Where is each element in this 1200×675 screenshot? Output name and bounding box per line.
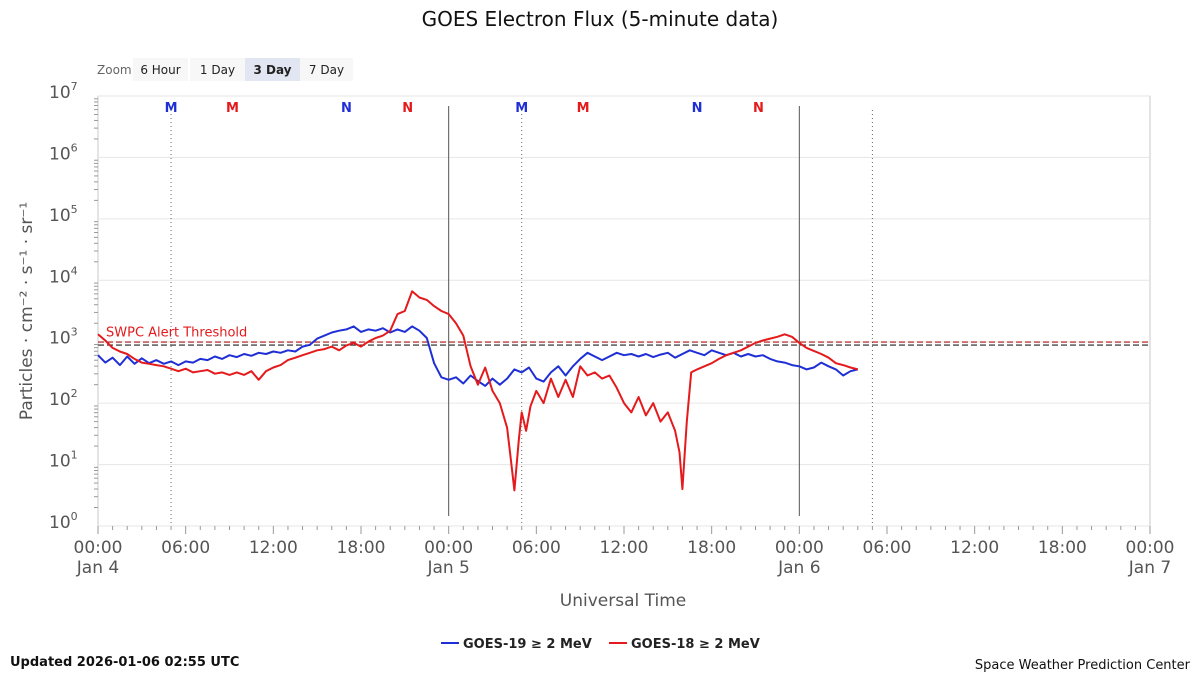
zoom-button-label[interactable]: 7 Day bbox=[309, 63, 344, 77]
y-tick-label: 107 bbox=[49, 80, 78, 103]
x-tick-label: 06:00 bbox=[863, 538, 912, 558]
y-tick-label: 106 bbox=[49, 141, 78, 164]
zoom-control: Zoom 6 Hour 1 Day 3 Day 7 Day bbox=[97, 58, 353, 81]
zoom-button-6-hour[interactable]: 6 Hour bbox=[133, 58, 188, 81]
marker-n: N bbox=[692, 101, 703, 116]
y-axis-ticks: 107 106 105 104 103 102 101 100 bbox=[49, 80, 1151, 534]
x-tick-label: 12:00 bbox=[950, 538, 999, 558]
legend-item[interactable]: GOES-19 ≥ 2 MeV bbox=[441, 637, 592, 652]
zoom-button-label[interactable]: 1 Day bbox=[200, 63, 235, 77]
x-tick-date: Jan 5 bbox=[426, 558, 469, 578]
marker-m: M bbox=[515, 101, 528, 116]
marker-n: N bbox=[341, 101, 352, 116]
y-tick-label: 105 bbox=[49, 203, 78, 226]
x-tick-label: 00:00 bbox=[424, 538, 473, 558]
zoom-button-bg[interactable] bbox=[133, 58, 188, 81]
series-goes-18 bbox=[97, 290, 859, 492]
y-tick-label: 103 bbox=[49, 326, 78, 349]
zoom-button-label[interactable]: 3 Day bbox=[253, 63, 291, 77]
alert-threshold: SWPC Alert Threshold bbox=[98, 326, 1150, 346]
x-tick-label: 12:00 bbox=[249, 538, 298, 558]
marker-m: M bbox=[165, 101, 178, 116]
y-tick-label: 101 bbox=[49, 449, 78, 472]
series-lines bbox=[97, 290, 859, 492]
threshold-label: SWPC Alert Threshold bbox=[106, 326, 247, 341]
marker-m: M bbox=[226, 101, 239, 116]
zoom-button-1-day[interactable]: 1 Day bbox=[190, 58, 245, 81]
x-tick-label: 18:00 bbox=[1038, 538, 1087, 558]
zoom-button-bg[interactable] bbox=[190, 58, 245, 81]
x-tick-label: 00:00 bbox=[1126, 538, 1175, 558]
x-axis-title: Universal Time bbox=[560, 591, 686, 611]
x-tick-label: 12:00 bbox=[600, 538, 649, 558]
time-reference-lines bbox=[170, 106, 873, 526]
zoom-label: Zoom bbox=[97, 63, 132, 77]
x-tick-label: 00:00 bbox=[74, 538, 123, 558]
x-tick-label: 18:00 bbox=[687, 538, 736, 558]
x-tick-date: Jan 6 bbox=[777, 558, 820, 578]
zoom-button-bg[interactable] bbox=[245, 58, 300, 81]
marker-n: N bbox=[753, 101, 764, 116]
zoom-button-label[interactable]: 6 Hour bbox=[140, 63, 180, 77]
x-tick-label: 06:00 bbox=[161, 538, 210, 558]
y-tick-label: 102 bbox=[49, 387, 78, 410]
chart-title: GOES Electron Flux (5-minute data) bbox=[422, 7, 779, 31]
zoom-button-3-day[interactable]: 3 Day bbox=[245, 58, 300, 81]
y-axis-title: Particles · cm⁻² · s⁻¹ · sr⁻¹ bbox=[17, 202, 37, 420]
x-tick-label: 06:00 bbox=[512, 538, 561, 558]
y-tick-label: 100 bbox=[49, 510, 78, 533]
zoom-button-7-day[interactable]: 7 Day bbox=[300, 58, 353, 81]
legend-item[interactable]: GOES-18 ≥ 2 MeV bbox=[609, 637, 760, 652]
legend: GOES-19 ≥ 2 MeV GOES-18 ≥ 2 MeV bbox=[441, 637, 760, 652]
marker-m: M bbox=[577, 101, 590, 116]
updated-timestamp: Updated 2026-01-06 02:55 UTC bbox=[10, 655, 239, 670]
plot-area bbox=[97, 95, 1151, 527]
zoom-button-bg[interactable] bbox=[300, 58, 353, 81]
marker-n: N bbox=[402, 101, 413, 116]
x-tick-date: Jan 7 bbox=[1128, 558, 1171, 578]
x-tick-date: Jan 4 bbox=[76, 558, 119, 578]
credit-text: Space Weather Prediction Center bbox=[975, 658, 1191, 673]
y-tick-label: 104 bbox=[49, 264, 78, 287]
x-tick-label: 18:00 bbox=[337, 538, 386, 558]
legend-label: GOES-18 ≥ 2 MeV bbox=[631, 637, 760, 652]
x-tick-label: 00:00 bbox=[775, 538, 824, 558]
legend-label: GOES-19 ≥ 2 MeV bbox=[463, 637, 592, 652]
